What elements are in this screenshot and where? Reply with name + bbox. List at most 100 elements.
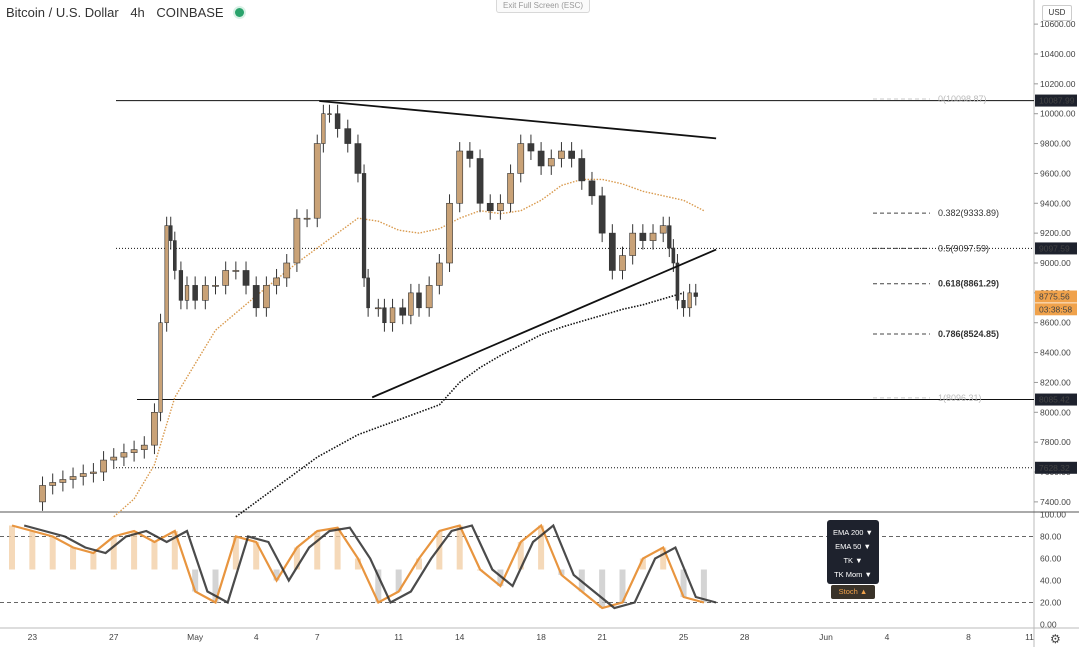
candle-body bbox=[659, 225, 667, 234]
osc-histogram-bar bbox=[680, 569, 687, 597]
candle-body bbox=[273, 277, 280, 286]
legend-ema50[interactable]: EMA 50 ▼ bbox=[835, 542, 871, 551]
fib-level-label: 0.382(9333.89) bbox=[938, 208, 999, 218]
candle-body bbox=[497, 202, 504, 212]
candle-body bbox=[178, 270, 184, 301]
osc-histogram-bar bbox=[375, 569, 382, 603]
gear-icon[interactable]: ⚙ bbox=[1050, 632, 1061, 646]
osc-histogram-bar bbox=[436, 531, 443, 570]
x-tick-label: 27 bbox=[109, 632, 119, 642]
candle-body bbox=[79, 473, 87, 477]
x-tick-label: 4 bbox=[885, 632, 890, 642]
candle-body bbox=[334, 113, 341, 129]
x-tick-label: 21 bbox=[597, 632, 607, 642]
x-tick-label: May bbox=[187, 632, 204, 642]
x-tick-label: 11 bbox=[394, 632, 403, 642]
candle-body bbox=[354, 143, 362, 174]
candle-body bbox=[366, 277, 370, 309]
osc-histogram-bar bbox=[395, 569, 402, 592]
candle-body bbox=[100, 459, 107, 473]
legend-tk[interactable]: TK ▼ bbox=[843, 556, 863, 565]
y-tick-label: 10200.00 bbox=[1040, 79, 1076, 89]
candle-body bbox=[303, 217, 311, 220]
ema200-line bbox=[235, 292, 684, 518]
osc-histogram-bar bbox=[273, 569, 280, 581]
candle-body bbox=[283, 262, 291, 279]
x-tick-label: 4 bbox=[254, 632, 259, 642]
osc-histogram-bar bbox=[49, 536, 56, 570]
legend-stoch[interactable]: Stoch ▲ bbox=[831, 585, 875, 599]
candle-body bbox=[537, 150, 545, 167]
legend-tk-mom[interactable]: TK Mom ▼ bbox=[834, 570, 872, 579]
y-tick-label: 9600.00 bbox=[1040, 168, 1071, 178]
exit-fullscreen-button[interactable]: Exit Full Screen (ESC) bbox=[496, 0, 590, 13]
y-tick-label: 7800.00 bbox=[1040, 437, 1071, 447]
candle-body bbox=[675, 262, 680, 301]
candle-body bbox=[222, 270, 230, 286]
osc-histogram-bar bbox=[253, 542, 260, 570]
osc-histogram-bar bbox=[334, 527, 341, 570]
currency-button[interactable]: USD bbox=[1042, 5, 1072, 21]
x-tick-label: Jun bbox=[819, 632, 833, 642]
price-badge bbox=[1035, 461, 1077, 474]
osc-histogram-bar bbox=[151, 542, 158, 570]
price-badge bbox=[1035, 290, 1077, 303]
candle-body bbox=[466, 150, 474, 159]
price-badge bbox=[1035, 303, 1077, 316]
candle-body bbox=[578, 158, 586, 182]
osc-histogram-bar bbox=[171, 531, 178, 570]
candle-body bbox=[242, 270, 250, 286]
osc-histogram-bar bbox=[9, 525, 15, 570]
osc-histogram-bar bbox=[29, 531, 36, 570]
candle-body bbox=[110, 456, 118, 461]
osc-tick-label: 80.00 bbox=[1040, 532, 1062, 542]
candle-body bbox=[120, 452, 128, 458]
exchange-label: COINBASE bbox=[156, 5, 224, 20]
osc-tick-label: 0.00 bbox=[1040, 620, 1057, 630]
y-tick-label: 8000.00 bbox=[1040, 407, 1071, 417]
ema50-line bbox=[113, 178, 705, 518]
candle-body bbox=[568, 150, 575, 159]
candle-body bbox=[408, 292, 414, 316]
price-badge-label: 9097.59 bbox=[1039, 243, 1070, 253]
osc-histogram-bar bbox=[90, 553, 97, 570]
candle-body bbox=[59, 479, 67, 483]
candle-body bbox=[667, 225, 672, 249]
fib-level-label: 1(8096.31) bbox=[938, 393, 982, 403]
osc-histogram-bar bbox=[110, 536, 117, 570]
osc-histogram-bar bbox=[131, 531, 138, 570]
y-tick-label: 8400.00 bbox=[1040, 348, 1071, 358]
candle-body bbox=[517, 143, 525, 174]
candle-body bbox=[527, 143, 535, 152]
osc-histogram-bar bbox=[700, 569, 707, 603]
candle-body bbox=[164, 225, 169, 324]
candle-body bbox=[425, 285, 433, 309]
osc-tick-label: 20.00 bbox=[1040, 598, 1062, 608]
candle-body bbox=[588, 180, 596, 197]
candle-body bbox=[507, 173, 514, 204]
candle-body bbox=[321, 113, 326, 144]
legend-ema200[interactable]: EMA 200 ▼ bbox=[833, 528, 873, 537]
osc-histogram-bar bbox=[314, 531, 321, 570]
y-tick-label: 8600.00 bbox=[1040, 318, 1071, 328]
x-tick-label: 8 bbox=[966, 632, 971, 642]
osc-histogram-bar bbox=[192, 569, 199, 592]
osc-histogram-bar bbox=[497, 569, 504, 586]
candle-body bbox=[598, 195, 606, 234]
interval-label[interactable]: 4h bbox=[130, 5, 145, 20]
candle-body bbox=[140, 444, 148, 450]
y-tick-label: 10600.00 bbox=[1040, 19, 1076, 29]
candle-body bbox=[130, 449, 138, 453]
symbol-name: Bitcoin / U.S. Dollar bbox=[6, 5, 119, 20]
candle-body bbox=[252, 285, 260, 309]
candle-body bbox=[49, 482, 57, 486]
candle-body bbox=[327, 113, 332, 115]
candle-body bbox=[151, 411, 158, 446]
fib-level-label: 0.5(9097.59) bbox=[938, 243, 989, 253]
candle-body bbox=[639, 232, 647, 241]
osc-histogram-bar bbox=[354, 558, 361, 570]
candle-body bbox=[476, 158, 484, 204]
candle-body bbox=[263, 285, 270, 309]
candle-body bbox=[486, 202, 494, 212]
